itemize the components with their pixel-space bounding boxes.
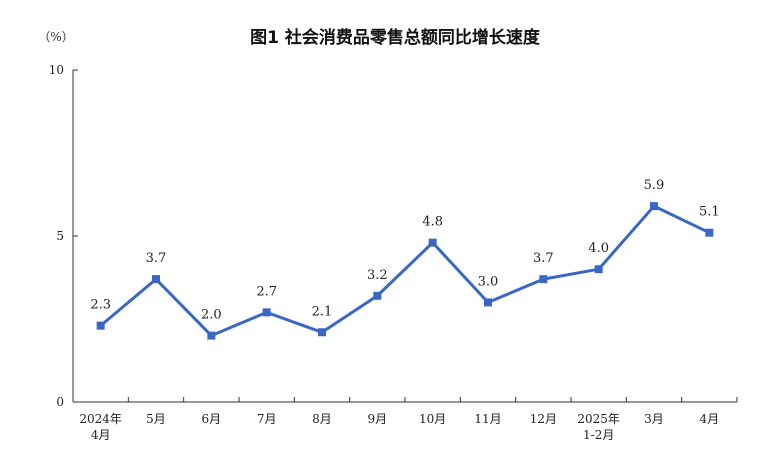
x-tick-label: 2024年 4月 [79, 412, 122, 442]
data-label: 3.7 [533, 251, 554, 266]
x-tick-label: 4月 [700, 412, 720, 426]
data-point [207, 331, 216, 340]
data-label: 2.0 [201, 308, 222, 323]
data-label: 2.3 [90, 298, 111, 313]
x-tick-label: 2025年 1-2月 [577, 412, 620, 442]
data-point [152, 275, 160, 284]
y-tick-label: 10 [49, 63, 64, 77]
x-tick-label: 11月 [474, 412, 501, 426]
data-point [484, 298, 492, 307]
data-point [539, 275, 548, 284]
data-label: 2.7 [256, 284, 277, 299]
y-axis-unit: （%） [38, 30, 73, 44]
data-label: 3.2 [367, 268, 388, 283]
series-group [96, 202, 714, 340]
data-label: 3.0 [478, 274, 499, 289]
x-tick-label: 12月 [530, 412, 557, 426]
x-tick-label: 7月 [257, 412, 277, 426]
data-label: 5.9 [644, 178, 665, 193]
x-tick-label: 10月 [419, 412, 446, 426]
x-tick-label: 8月 [312, 412, 332, 426]
data-label: 4.0 [588, 241, 609, 256]
data-label: 2.1 [312, 304, 333, 319]
y-tick-label: 5 [56, 229, 64, 243]
x-tick-label: 3月 [644, 412, 664, 426]
data-point [594, 265, 603, 274]
axes: 0 5 10 2024年 4月 5月 6月 7月 8月 9月 10月 11月 12月 2025年 1-2月 3… [49, 63, 738, 442]
series-line [99, 204, 710, 338]
data-label: 4.8 [422, 215, 443, 230]
data-labels: 2.3 3.7 2.0 2.7 2.1 3.2 4.8 3.0 3.7 4.0 5.9 5.1 [90, 178, 719, 322]
data-label: 3.7 [146, 251, 167, 266]
data-point [650, 202, 658, 211]
data-point [705, 228, 714, 237]
data-label: 5.1 [699, 205, 720, 220]
data-point [96, 321, 105, 330]
data-point [318, 328, 326, 337]
x-tick-label: 5月 [146, 412, 166, 426]
x-tick-label: 6月 [202, 412, 222, 426]
y-tick-label: 0 [56, 395, 64, 409]
chart-title: 图1 社会消费品零售总额同比增长速度 [250, 27, 541, 48]
data-point [373, 291, 382, 300]
data-point [428, 238, 437, 247]
x-tick-label: 9月 [368, 412, 388, 426]
data-point [262, 308, 271, 317]
